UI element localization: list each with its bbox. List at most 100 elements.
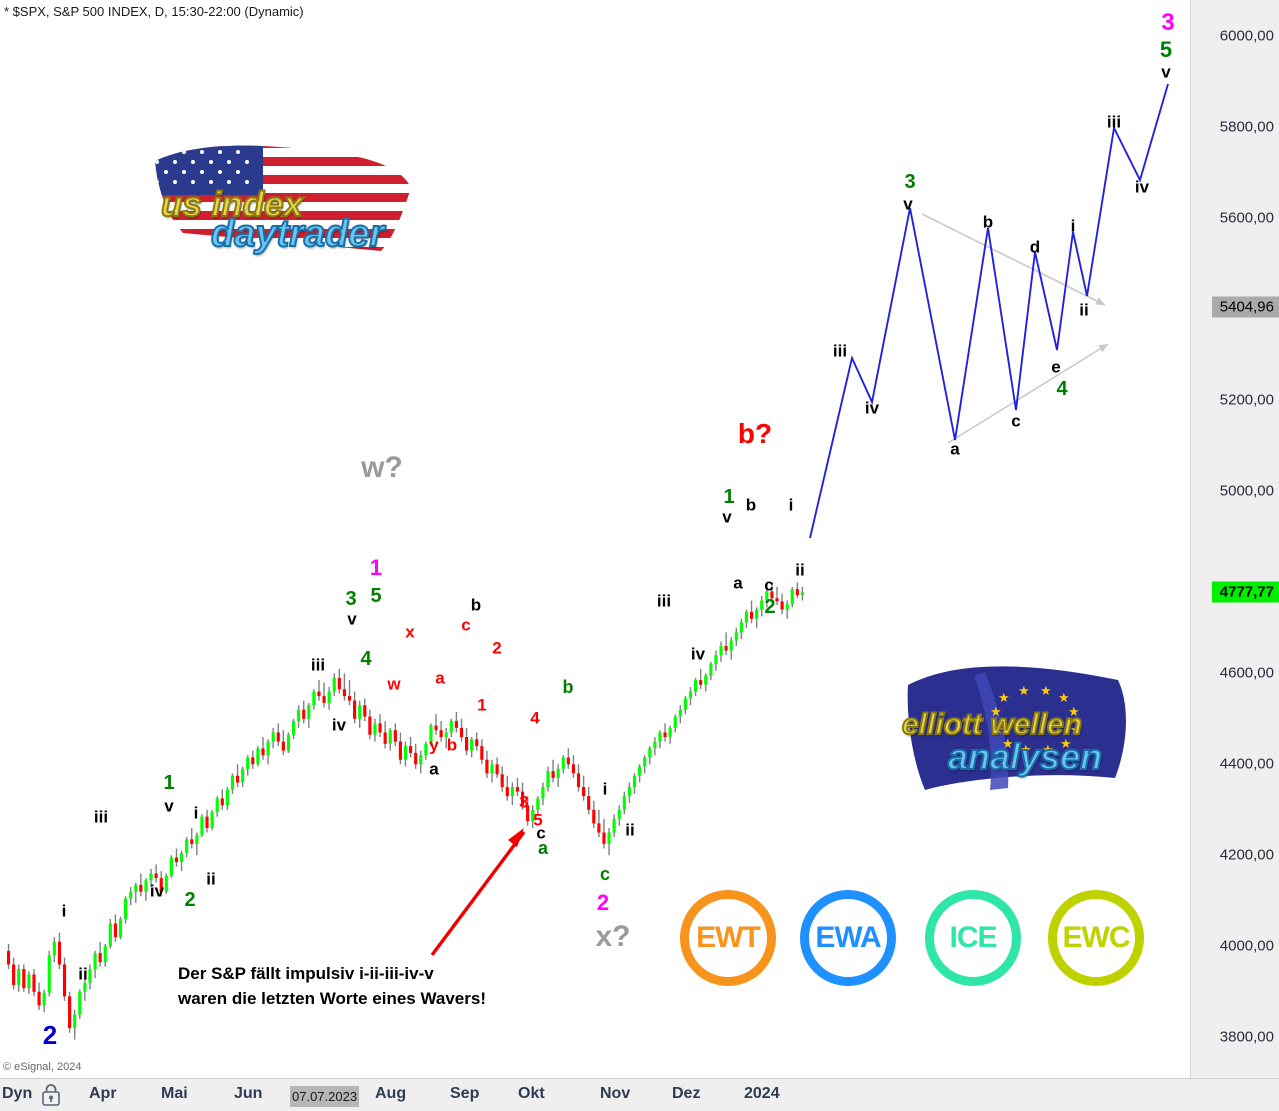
candle-body — [322, 696, 326, 703]
candle-body — [47, 955, 51, 993]
candle-body — [546, 771, 550, 788]
candle-body — [668, 727, 672, 737]
candle-body — [266, 741, 270, 756]
badge-ewa[interactable]: EWA — [800, 890, 896, 986]
candle-body — [200, 816, 204, 835]
svg-text:★: ★ — [1002, 736, 1014, 751]
candle-body — [93, 953, 97, 970]
svg-text:★: ★ — [1040, 683, 1052, 698]
us-index-daytrader-logo: us index daytrader — [143, 133, 428, 258]
candle-body — [531, 809, 535, 822]
candle-body — [241, 768, 245, 783]
candle-body — [495, 764, 499, 775]
candle-body — [307, 705, 311, 719]
candle-body — [785, 604, 789, 610]
candle-body — [678, 709, 682, 717]
wave-label-c: c — [764, 575, 774, 595]
candle-body — [88, 969, 92, 983]
candle-body — [17, 969, 21, 985]
dyn-label: Dyn — [2, 1085, 33, 1102]
candle-body — [169, 857, 173, 876]
candle-body — [536, 798, 540, 810]
candle-body — [424, 743, 428, 756]
time-cursor-label[interactable]: 07.07.2023 — [290, 1086, 360, 1107]
wave-label-ii: ii — [795, 560, 805, 580]
badge-label: EWT — [696, 921, 761, 954]
price-tick: 5200,00 — [1219, 391, 1274, 409]
candle-body — [602, 832, 606, 844]
lock-icon[interactable] — [40, 1083, 62, 1111]
candle-body — [576, 773, 581, 788]
candle-body — [470, 739, 474, 751]
wave-label-b: b — [745, 495, 757, 515]
candle-body — [500, 774, 504, 788]
time-tick: Sep — [450, 1085, 480, 1102]
wave-label-i: i — [61, 901, 67, 921]
svg-text:★: ★ — [992, 722, 1004, 737]
candle-body — [256, 748, 260, 765]
candle-body — [124, 898, 128, 919]
candle-body — [419, 755, 423, 765]
wave-label-i: i — [193, 803, 199, 823]
badge-ewc[interactable]: EWC — [1048, 890, 1144, 986]
price-marker-current[interactable]: 4777,77 — [1211, 581, 1279, 603]
wave-label-a: a — [733, 573, 743, 593]
price-tick: 4600,00 — [1219, 664, 1274, 682]
badge-ewt[interactable]: EWT — [680, 890, 776, 986]
wave-label-iii: iii — [832, 341, 848, 361]
badge-ring — [1048, 890, 1144, 986]
wave-label-5: 5 — [1159, 37, 1173, 62]
wave-label-c: c — [536, 823, 546, 843]
candle-body — [724, 646, 728, 651]
candle-body — [638, 766, 642, 776]
candle-body — [459, 727, 464, 737]
price-axis[interactable]: 6000,00 5800,00 5600,00 5200,00 5000,00 4600,… — [1190, 0, 1279, 1078]
candle-body — [444, 732, 448, 737]
candle-body — [587, 796, 591, 810]
candle-body — [582, 787, 586, 797]
time-tick: 2024 — [744, 1085, 780, 1102]
candle-body — [673, 716, 677, 728]
candle-body — [373, 723, 377, 735]
time-tick: Mai — [161, 1085, 188, 1102]
ew-logo-line1: elliott wellen — [901, 707, 1083, 742]
candle-body — [149, 873, 153, 881]
candle-body — [617, 809, 621, 819]
candle-body — [68, 996, 72, 1029]
candle-body — [739, 622, 743, 633]
candle-body — [261, 748, 265, 756]
price-marker-grey[interactable]: 5404,96 — [1211, 296, 1279, 318]
wave-label-iv: iv — [864, 398, 880, 418]
candle-body — [139, 884, 143, 892]
candle-body — [6, 950, 11, 965]
candle-body — [246, 757, 250, 769]
candle-body — [505, 787, 509, 797]
candle-body — [571, 764, 576, 774]
label-w-question: w? — [361, 451, 403, 484]
price-tick: 5000,00 — [1219, 482, 1274, 500]
time-tick: Aug — [375, 1085, 407, 1102]
candle-body — [134, 884, 138, 892]
badge-label: EWC — [1062, 921, 1131, 954]
candle-body — [83, 982, 87, 992]
candle-body — [643, 757, 647, 767]
trendline-arrow — [1098, 344, 1108, 353]
wave-label-5: 5 — [370, 585, 382, 607]
candle-body — [368, 716, 372, 735]
candle-body — [403, 746, 408, 760]
ew-logo-line2: analysen — [947, 735, 1103, 778]
wave-label-d: d — [1029, 237, 1041, 257]
wave-label-v: v — [722, 507, 732, 527]
candle-body — [363, 705, 367, 717]
time-axis[interactable]: Dyn Apr Mai Jun Aug Sep Okt Nov Dez 2024 07.07.20… — [0, 1078, 1279, 1111]
badge-ice[interactable]: ICE — [925, 890, 1021, 986]
candle-body — [129, 891, 133, 899]
wave-label-i: i — [1070, 216, 1076, 236]
candle-body — [52, 941, 56, 956]
candle-body — [154, 873, 158, 879]
trendline-arrow — [1095, 297, 1105, 305]
candle-body — [271, 732, 275, 742]
wave-label-2: 2 — [764, 596, 776, 618]
candle-body — [760, 600, 764, 610]
candle-body — [12, 964, 16, 985]
